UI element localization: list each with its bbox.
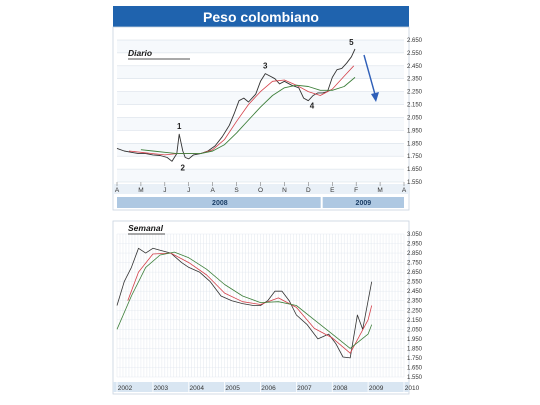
- weekly-y-tick-label: 2.450: [407, 289, 423, 295]
- weekly-y-tick-label: 2.250: [407, 308, 423, 314]
- panel-weekly-frame: [112, 220, 410, 395]
- daily-series-line-1: [128, 65, 355, 156]
- daily-x-tick-label: S: [234, 187, 239, 194]
- daily-y-tick-label: 2.150: [407, 103, 423, 109]
- daily-y-tick-label: 2.650: [407, 38, 423, 44]
- wave-label-5: 5: [349, 38, 354, 47]
- weekly-x-ticks: 2002 2003 2004 2005 2006 2007 2008 2009 2010: [116, 380, 420, 392]
- forecast-arrow: [363, 54, 379, 102]
- daily-x-tick-label: A: [115, 187, 120, 194]
- weekly-y-tick-label: 1.950: [407, 337, 423, 343]
- daily-x-tick-label: E: [330, 187, 335, 194]
- daily-x-tick-label: F: [354, 187, 358, 194]
- weekly-x-tick-label: 2007: [297, 385, 312, 392]
- weekly-x-tick-label: 2009: [369, 385, 384, 392]
- weekly-y-tick-label: 1.550: [407, 375, 423, 381]
- weekly-series-line-0: [116, 247, 373, 359]
- weekly-y-tick-label: 2.850: [407, 251, 423, 257]
- weekly-series: [116, 247, 373, 359]
- weekly-series-line-2: [116, 251, 373, 349]
- daily-band: [117, 169, 404, 182]
- weekly-x-tick-label: 2002: [118, 385, 133, 392]
- weekly-series-line-1: [127, 252, 373, 354]
- weekly-y-tick-label: 1.850: [407, 346, 423, 352]
- wave-label-4: 4: [310, 101, 315, 110]
- daily-y-tick-label: 2.450: [407, 64, 423, 70]
- daily-y-tick-label: 1.750: [407, 154, 423, 160]
- weekly-y-tick-label: 2.150: [407, 318, 423, 324]
- daily-band: [117, 91, 404, 105]
- weekly-y-tick-label: 2.350: [407, 299, 423, 305]
- weekly-x-tick-label: 2010: [405, 385, 420, 392]
- daily-y-tick-label: 1.950: [407, 128, 423, 134]
- weekly-y-tick-label: 1.750: [407, 356, 423, 362]
- weekly-x-tick-label: 2008: [333, 385, 348, 392]
- daily-band: [117, 117, 404, 131]
- daily-y-tick-label: 1.650: [407, 167, 423, 173]
- daily-band: [117, 65, 404, 79]
- daily-series-line-2: [140, 77, 356, 155]
- weekly-y-tick-label: 2.650: [407, 270, 423, 276]
- weekly-y-tick-label: 2.550: [407, 280, 423, 286]
- daily-x-tick-label: M: [377, 187, 382, 194]
- daily-series-line-0: [116, 48, 356, 162]
- weekly-background: [113, 382, 409, 392]
- daily-y-tick-label: 2.050: [407, 115, 423, 121]
- daily-x-tick-label: J: [187, 187, 190, 194]
- weekly-y-tick-label: 1.650: [407, 365, 423, 371]
- daily-x-tick-label: O: [258, 187, 263, 194]
- daily-subtitle: Diario: [128, 48, 152, 58]
- daily-band: [117, 40, 404, 53]
- weekly-x-tick-label: 2006: [261, 385, 276, 392]
- weekly-y-tick-label: 2.950: [407, 242, 423, 248]
- year-label-2008: 2008: [212, 200, 228, 207]
- weekly-y-tick-label: 2.750: [407, 261, 423, 267]
- weekly-x-tick-label: 2003: [154, 385, 169, 392]
- daily-x-tick-label: J: [163, 187, 166, 194]
- daily-x-ticks: A M J J A S O N D E F M A 2008 2009: [115, 182, 407, 207]
- weekly-y-ticks: 3.050 2.950 2.850 2.750 2.650 2.550 2.450 2.350…: [407, 232, 423, 381]
- year-bar-2009: [322, 197, 404, 208]
- daily-background: [113, 40, 409, 208]
- daily-y-tick-label: 2.250: [407, 90, 423, 96]
- year-label-2009: 2009: [356, 200, 372, 207]
- weekly-year-band: [113, 382, 409, 392]
- title-bar: [113, 6, 409, 27]
- daily-grid: [117, 39, 404, 183]
- daily-wave-labels: 1 2 3 4 5: [177, 38, 354, 172]
- daily-band: [117, 143, 404, 157]
- daily-x-tick-label: A: [210, 187, 215, 194]
- weekly-subtitle: Semanal: [128, 223, 164, 233]
- weekly-grid: [116, 233, 405, 378]
- daily-y-tick-label: 1.850: [407, 141, 423, 147]
- daily-x-tick-label: D: [306, 187, 311, 194]
- daily-series: [116, 48, 356, 162]
- weekly-y-tick-label: 2.050: [407, 327, 423, 333]
- daily-y-ticks: 2.650 2.550 2.450 2.350 2.250 2.150 2.050 1.950…: [407, 38, 423, 186]
- chart-title: Peso colombiano: [203, 9, 319, 25]
- daily-y-tick-label: 2.350: [407, 77, 423, 83]
- panel-daily-frame: [112, 26, 410, 211]
- daily-y-tick-label: 2.550: [407, 51, 423, 57]
- wave-label-3: 3: [263, 61, 268, 70]
- daily-y-tick-label: 1.550: [407, 180, 423, 186]
- wave-label-1: 1: [177, 122, 182, 131]
- weekly-x-tick-label: 2005: [225, 385, 240, 392]
- year-bar-2008: [117, 197, 321, 208]
- wave-label-2: 2: [181, 163, 186, 172]
- weekly-y-tick-label: 3.050: [407, 232, 423, 238]
- daily-x-tick-label: N: [282, 187, 287, 194]
- daily-x-tick-label: M: [138, 187, 143, 194]
- daily-x-tick-label: A: [402, 187, 407, 194]
- daily-month-band: [113, 184, 409, 194]
- weekly-x-tick-label: 2004: [190, 385, 205, 392]
